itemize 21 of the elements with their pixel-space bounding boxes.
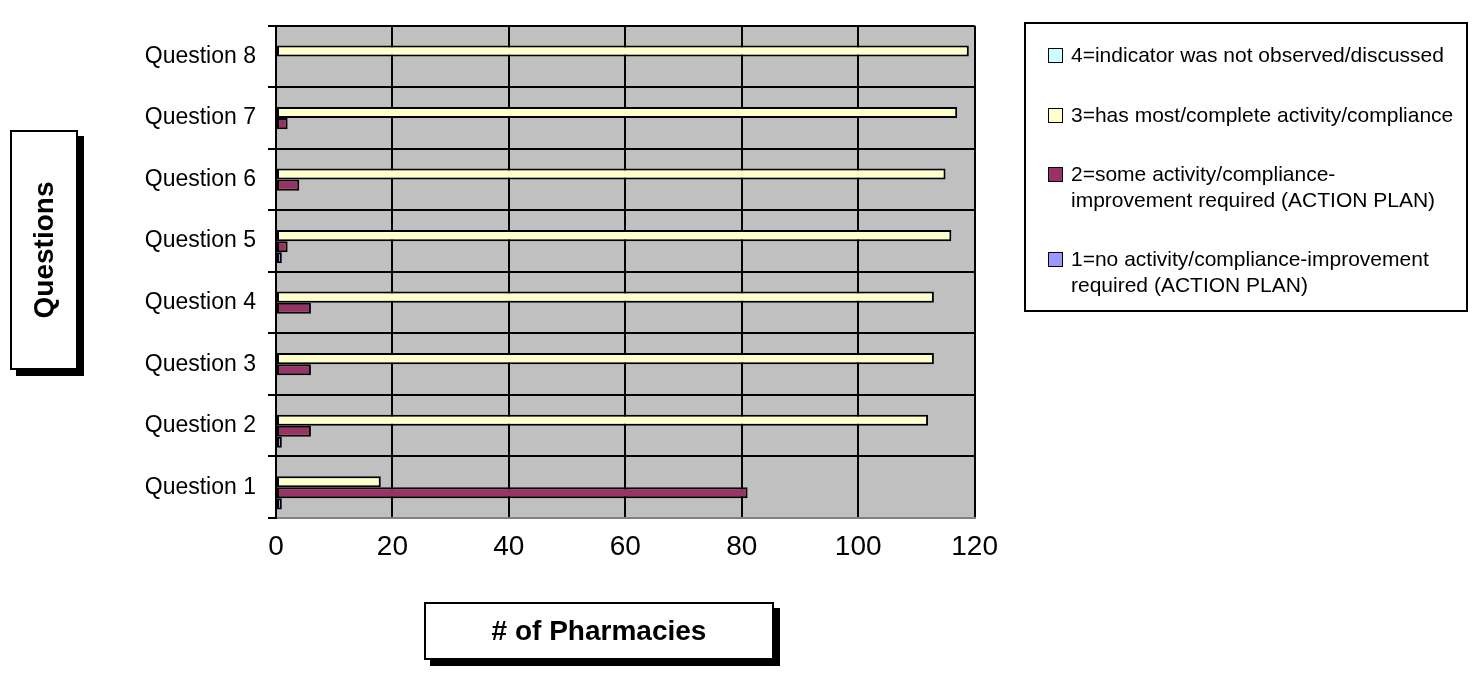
- y-tick-label: Question 2: [144, 411, 256, 438]
- x-tick-label: 0: [268, 529, 284, 561]
- x-tick-label: 40: [493, 529, 525, 561]
- x-tick-label: 80: [726, 529, 758, 561]
- legend-label: 1=no activity/compliance-improvement required (ACTION PLAN): [1071, 246, 1430, 298]
- x-tick-label: 100: [834, 529, 882, 561]
- legend-label: 2=some activity/compliance-improvement required (ACTION PLAN): [1071, 161, 1437, 213]
- y-tick-label: Question 1: [144, 472, 256, 499]
- y-axis-title: Questions: [28, 181, 60, 319]
- x-tick-label: 60: [609, 529, 641, 561]
- y-tick-label: Question 6: [144, 164, 256, 191]
- x-tick-label: 20: [376, 529, 409, 561]
- x-axis-title: # of Pharmacies: [424, 602, 774, 660]
- y-tick-label: Question 5: [144, 226, 256, 253]
- legend-label: 3=has most/complete activity/compliance: [1071, 101, 1454, 128]
- y-tick-label: Question 4: [144, 288, 257, 315]
- legend-label: 4=indicator was not observed/discussed: [1071, 42, 1444, 68]
- y-tick-label: Question 8: [144, 41, 256, 68]
- y-tick-label: Question 3: [144, 349, 256, 376]
- x-tick-label: 120: [951, 529, 998, 561]
- y-tick-label: Question 7: [144, 103, 256, 130]
